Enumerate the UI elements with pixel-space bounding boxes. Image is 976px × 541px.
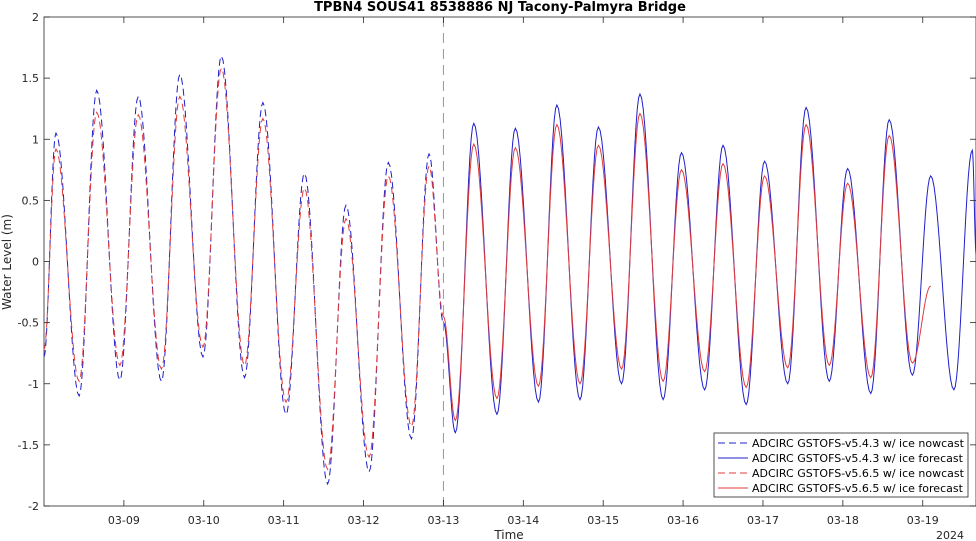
x-tick-label: 03-17 bbox=[747, 514, 779, 527]
x-tick-label: 03-11 bbox=[268, 514, 300, 527]
legend-box bbox=[713, 432, 969, 498]
y-tick-label: -2 bbox=[28, 500, 39, 513]
series-layer bbox=[43, 54, 976, 486]
x-tick-label: 03-12 bbox=[348, 514, 380, 527]
legend-entry: ADCIRC GSTOFS-v5.4.3 w/ ice forecast bbox=[752, 452, 964, 465]
series-line-3 bbox=[43, 67, 444, 471]
legend-entry: ADCIRC GSTOFS-v5.6.5 w/ ice forecast bbox=[752, 482, 964, 495]
legend-entry: ADCIRC GSTOFS-v5.4.3 w/ ice nowcast bbox=[752, 437, 965, 450]
y-tick-label: 1.5 bbox=[22, 72, 40, 85]
y-axis-label: Water Level (m) bbox=[0, 214, 14, 310]
x-tick-label: 03-19 bbox=[907, 514, 939, 527]
x-tick-label: 03-10 bbox=[188, 514, 220, 527]
legend-entry: ADCIRC GSTOFS-v5.6.5 w/ ice nowcast bbox=[752, 467, 965, 480]
y-tick-label: 0 bbox=[32, 256, 39, 269]
series-line-4 bbox=[443, 112, 932, 422]
y-tick-label: -1 bbox=[28, 378, 39, 391]
chart-title: TPBN4 SOUS41 8538886 NJ Tacony-Palmyra B… bbox=[314, 0, 686, 15]
x-axis-label: Time bbox=[493, 528, 523, 541]
x-tick-label: 03-14 bbox=[507, 514, 539, 527]
y-tick-label: -1.5 bbox=[18, 439, 39, 452]
x-tick-label: 03-18 bbox=[827, 514, 859, 527]
x-tick-label: 03-09 bbox=[108, 514, 140, 527]
y-tick-label: 0.5 bbox=[22, 194, 40, 207]
x-tick-label: 03-13 bbox=[427, 514, 459, 527]
x-tick-label: 03-16 bbox=[667, 514, 699, 527]
x-tick-label: 03-15 bbox=[587, 514, 619, 527]
x-axis: 03-09 03-10 03-11 03-12 03-13 03-14 03-15 03-16… bbox=[108, 17, 939, 527]
year-label: 2024 bbox=[936, 529, 964, 541]
y-tick-label: -0.5 bbox=[18, 317, 39, 330]
legend: ADCIRC GSTOFS-v5.4.3 w/ ice nowcast ADCIR… bbox=[713, 432, 969, 498]
plot-frame bbox=[43, 16, 976, 507]
y-tick-label: 2 bbox=[32, 11, 39, 24]
y-axis: 2 1.5 1 0.5 0 -0.5 -1 -1.5 -2 bbox=[18, 11, 976, 513]
y-tick-label: 1 bbox=[32, 133, 39, 146]
